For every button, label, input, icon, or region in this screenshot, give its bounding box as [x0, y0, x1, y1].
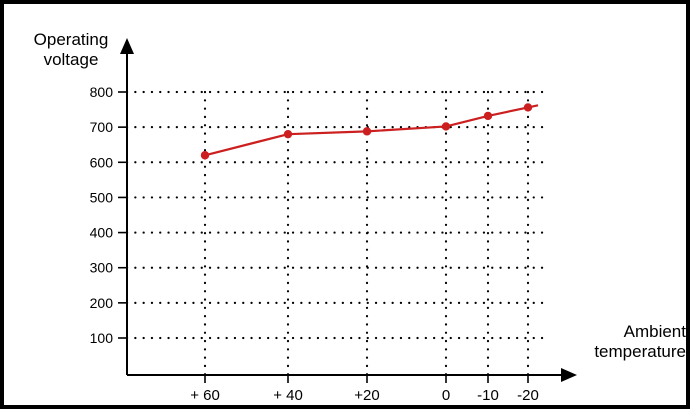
- x-axis-title-line1: Ambient: [623, 322, 686, 341]
- data-point-2: [362, 127, 372, 136]
- x-tick-label-1: + 40: [273, 387, 303, 404]
- y-tick-label-700: 700: [90, 119, 114, 135]
- x-tick-label-5: -20: [517, 387, 539, 404]
- y-axis-title-line1: Operating: [33, 30, 109, 49]
- data-point-5: [523, 103, 533, 112]
- data-series: [200, 103, 539, 160]
- x-tick-label-3: 0: [442, 387, 450, 404]
- x-axis-title-line2: temperature: [594, 342, 686, 361]
- y-tick-label-100: 100: [90, 330, 114, 346]
- y-tick-label-200: 200: [90, 295, 114, 311]
- x-axis-title: Ambient temperature: [582, 322, 686, 362]
- y-axis-title: Operating voltage: [22, 30, 120, 70]
- grid-lines: [125, 90, 550, 377]
- y-tick-label-500: 500: [90, 189, 114, 205]
- y-axis-title-line2: voltage: [43, 50, 99, 69]
- data-point-4: [483, 111, 493, 121]
- y-axis-arrow: [120, 38, 134, 54]
- y-tick-label-600: 600: [90, 154, 114, 170]
- x-tick-label-0: + 60: [190, 387, 220, 404]
- y-tick-label-800: 800: [90, 84, 114, 100]
- tick-labels: 100 200 300 400 500 600 700 800 + 60 + 40 +20 0 -10 -…: [90, 84, 539, 404]
- x-tick-label-4: -10: [477, 387, 499, 404]
- x-axis-arrow: [561, 368, 577, 382]
- y-tick-label-300: 300: [90, 260, 114, 276]
- data-point-0: [200, 151, 210, 160]
- axes: [118, 38, 577, 383]
- x-tick-label-2: +20: [354, 387, 379, 404]
- y-tick-label-400: 400: [90, 225, 114, 241]
- data-point-3: [441, 122, 451, 131]
- data-point-1: [283, 129, 293, 139]
